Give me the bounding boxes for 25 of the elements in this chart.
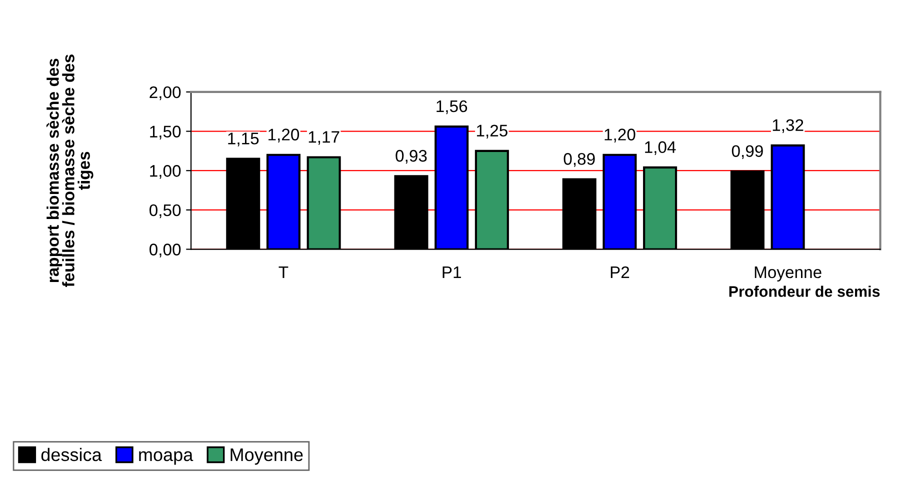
data-label: 0,93 — [396, 150, 427, 164]
legend-label: moapa — [139, 451, 194, 465]
data-label: 1,17 — [308, 131, 340, 145]
x-tick-label: P2 — [610, 266, 630, 278]
y-tick-label: 1,00 — [150, 165, 181, 179]
legend-label: Moyenne — [230, 448, 303, 465]
data-label: 1,25 — [476, 124, 508, 139]
data-label: 0,99 — [732, 145, 763, 159]
y-tick-label: 1,50 — [150, 126, 181, 140]
y-tick-label: 0,50 — [150, 204, 181, 218]
data-label: 1,32 — [772, 119, 804, 134]
data-label: 0,89 — [564, 153, 595, 167]
x-tick-label: Moyenne — [754, 266, 822, 282]
legend-label: dessica — [41, 448, 102, 462]
x-tick-label: P1 — [442, 266, 461, 278]
data-label: 1,20 — [604, 128, 636, 142]
data-label: 1,20 — [268, 128, 300, 142]
data-label: 1,15 — [228, 132, 259, 146]
data-label: 1,56 — [436, 100, 468, 114]
x-tick-label: T — [278, 266, 288, 278]
y-axis-title: rapport biomasse sèche des feuilles / biomasse sèche des tiges — [46, 54, 94, 288]
data-label: 1,04 — [645, 141, 676, 156]
y-tick-label: 0,00 — [150, 244, 181, 258]
x-axis-title: Profondeur de semis — [729, 286, 880, 297]
y-tick-label: 2,00 — [150, 86, 181, 100]
